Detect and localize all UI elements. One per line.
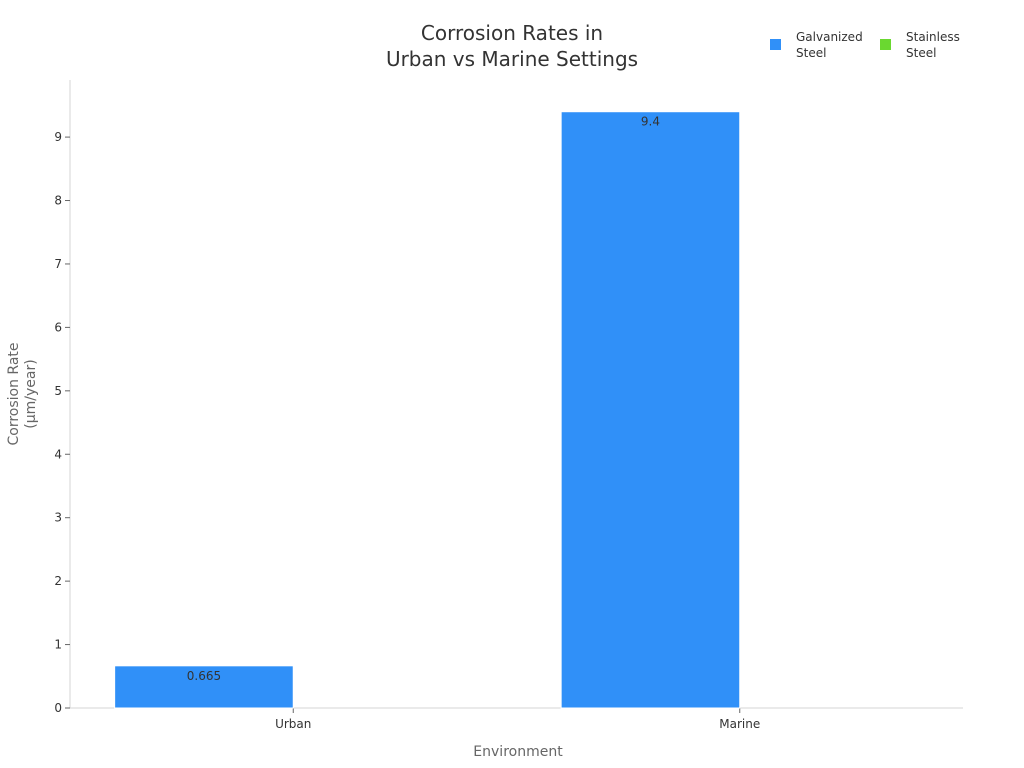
y-tick-label: 1 xyxy=(54,638,62,652)
bar-value-label: 0.665 xyxy=(187,669,221,683)
bar-value-label: 9.4 xyxy=(641,115,660,129)
legend: Galvanized Steel Stainless Steel xyxy=(770,30,960,60)
chart-title-line-1: Corrosion Rates in xyxy=(421,21,603,45)
y-tick-label: 2 xyxy=(54,574,62,588)
plot-area: 0 1 2 3 4 5 6 7 8 9 Urban 0.665 Marine 9.4 xyxy=(54,80,963,731)
bar xyxy=(114,665,294,709)
y-tick-label: 0 xyxy=(54,701,62,715)
y-tick-label: 5 xyxy=(54,384,62,398)
chart-title-line-2: Urban vs Marine Settings xyxy=(386,47,638,71)
legend-label-galvanized-steel-line-1: Galvanized xyxy=(796,30,863,44)
legend-swatch-stainless-steel xyxy=(880,39,891,50)
legend-label-stainless-steel-line-1: Stainless xyxy=(906,30,960,44)
x-axis-title: Environment xyxy=(473,744,563,760)
legend-swatch-galvanized-steel xyxy=(770,39,781,50)
y-axis-title-line-2: (μm/year) xyxy=(23,359,39,428)
legend-label-stainless-steel-line-2: Steel xyxy=(906,46,936,60)
y-tick-label: 3 xyxy=(54,511,62,525)
y-axis-title: Corrosion Rate (μm/year) xyxy=(6,342,39,445)
x-tick-label: Urban xyxy=(275,717,311,731)
y-tick-label: 8 xyxy=(54,194,62,208)
y-tick-label: 7 xyxy=(54,257,62,271)
chart-title: Corrosion Rates in Urban vs Marine Setti… xyxy=(386,21,638,71)
bar xyxy=(560,111,741,709)
y-tick-label: 6 xyxy=(54,320,62,334)
y-tick-label: 9 xyxy=(54,130,62,144)
x-tick-label: Marine xyxy=(719,717,760,731)
y-tick-label: 4 xyxy=(54,447,62,461)
legend-label-galvanized-steel-line-2: Steel xyxy=(796,46,826,60)
y-axis-title-line-1: Corrosion Rate xyxy=(6,342,22,445)
